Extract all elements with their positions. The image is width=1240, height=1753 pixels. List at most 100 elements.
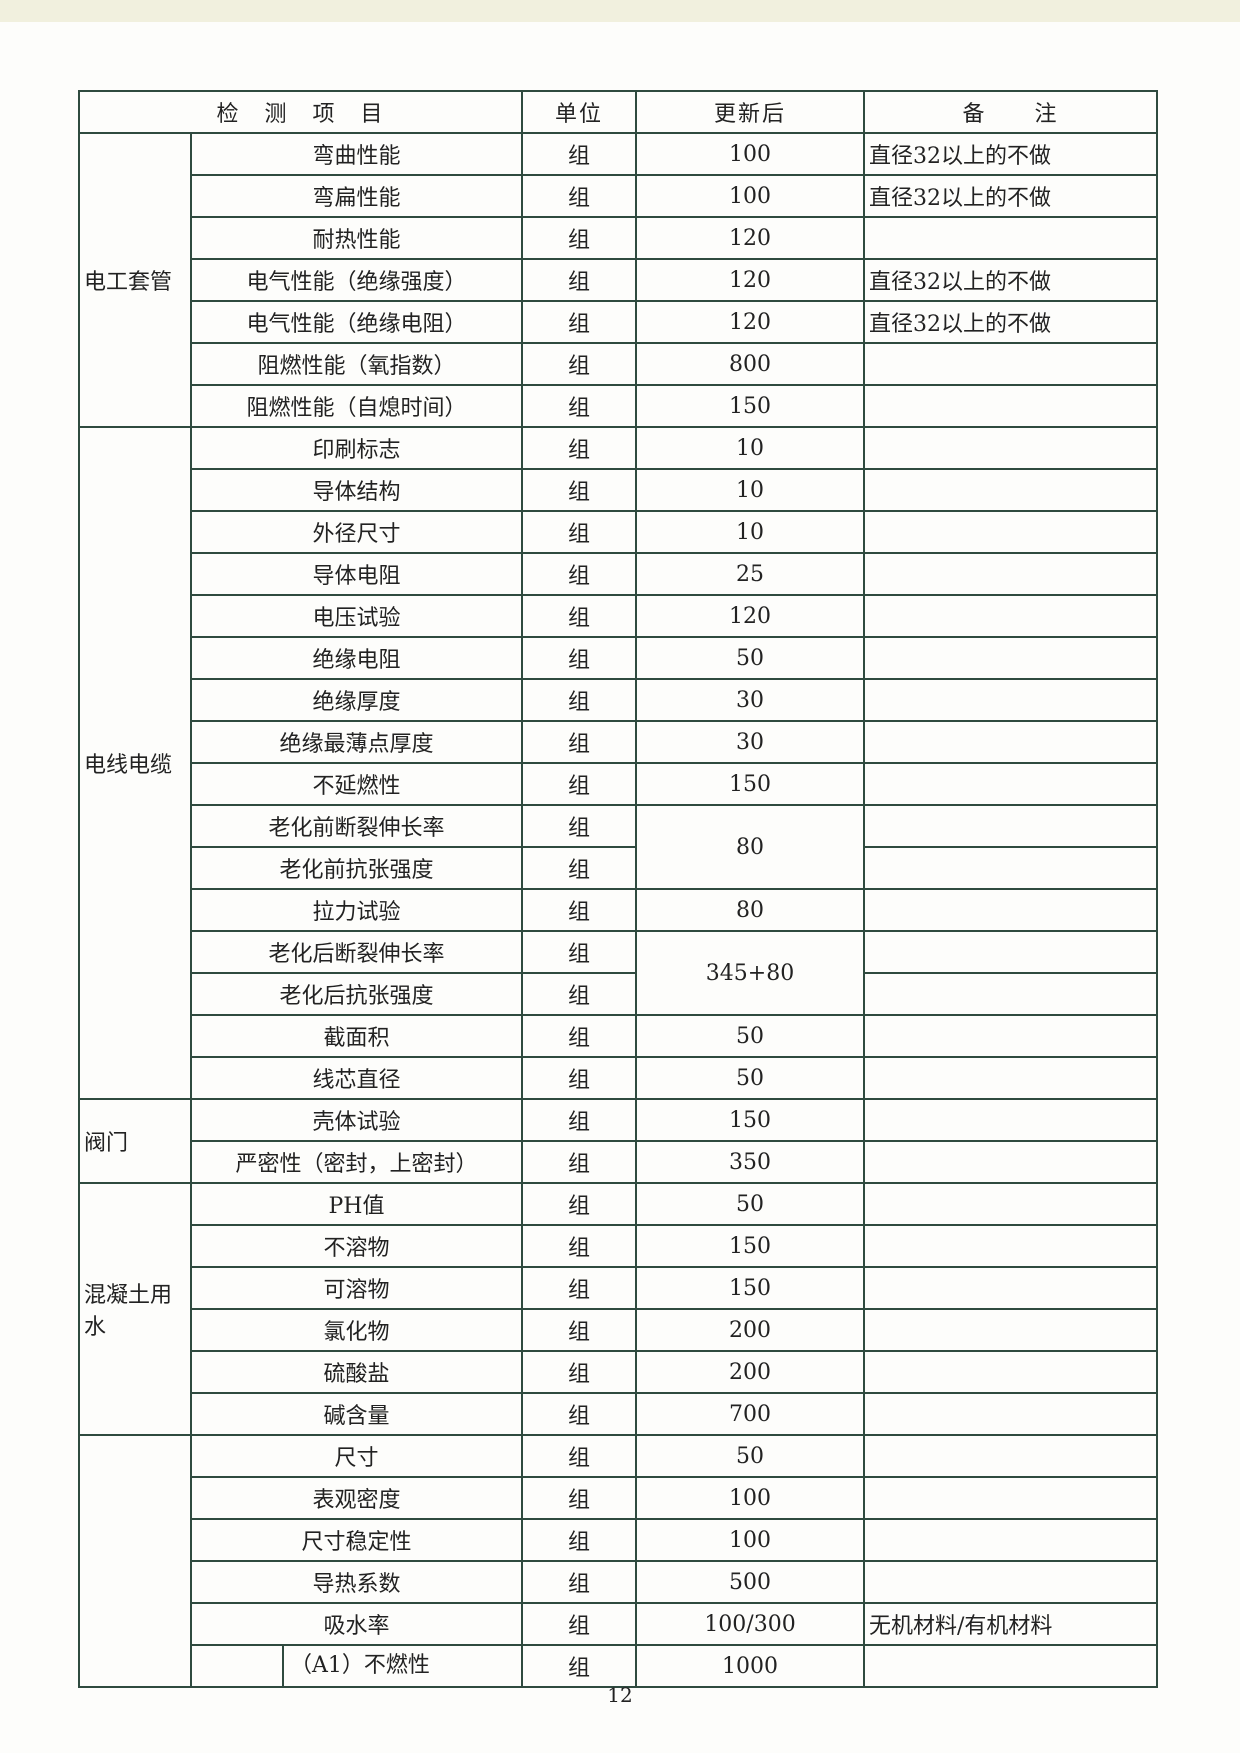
unit-cell: 组: [521, 1140, 638, 1184]
item-cell: 阻燃性能（氧指数）: [189, 342, 524, 386]
table-row: 电线电缆 印刷标志组 10: [78, 426, 1159, 1100]
table-row: 尺寸稳定性组 100: [79, 1518, 1159, 1562]
unit-cell: 组: [521, 216, 638, 260]
unit-cell: 组: [521, 132, 638, 176]
item-cell: 电气性能（绝缘电阻）: [189, 300, 524, 344]
remark-cell: [863, 804, 1159, 848]
remark-cell: [863, 762, 1159, 806]
item-cell: 导体电阻: [189, 552, 524, 596]
value-cell: 50: [635, 636, 866, 680]
table-row: 绝缘厚度组 30: [79, 678, 1159, 722]
item-cell: 氯化物: [189, 1308, 524, 1352]
remark-cell: [863, 510, 1159, 554]
item-cell: 吸水率: [189, 1602, 524, 1646]
table-row: 绝缘电阻组 50: [79, 636, 1159, 680]
category-cell: [78, 1434, 192, 1688]
category-cell: 电线电缆: [78, 426, 192, 1100]
unit-cell: 组: [521, 258, 638, 302]
item-cell: 老化前抗张强度: [189, 846, 524, 890]
value-cell: 100: [635, 1518, 866, 1562]
value-cell: 50: [635, 1056, 866, 1100]
table-row: 老化前断裂伸长率组 80: [79, 804, 1159, 890]
value-cell: 10: [635, 510, 866, 554]
unit-cell: 组: [521, 888, 638, 932]
item-cell: 可溶物: [189, 1266, 524, 1310]
remark-cell: [863, 468, 1159, 512]
unit-cell: 组: [521, 468, 638, 512]
header-item: 检 测 项 目: [77, 90, 524, 134]
item-cell: 绝缘厚度: [189, 678, 524, 722]
category-cell: 阀门: [78, 1098, 192, 1184]
table-row: 老化后抗张强度组: [79, 972, 1159, 1016]
remark-cell: [863, 594, 1159, 638]
item-cell: 电压试验: [189, 594, 524, 638]
header-remark: 备 注: [863, 90, 1159, 134]
value-cell: 200: [635, 1350, 866, 1394]
table-row: 混凝土用水 PH值组 50: [78, 1182, 1159, 1436]
table-row: 老化后断裂伸长率组 345+80: [79, 930, 1159, 1016]
table-row: 不溶物组 150: [79, 1224, 1159, 1268]
scan-edge: [0, 0, 1240, 22]
unit-cell: 组: [521, 1014, 638, 1058]
unit-cell: 组: [521, 1056, 638, 1100]
remark-cell: 直径32以上的不做: [863, 132, 1159, 176]
value-cell: 100: [635, 174, 866, 218]
table-row: 表观密度组 100: [79, 1476, 1159, 1520]
unit-cell: 组: [521, 804, 638, 848]
item-cell: 尺寸稳定性: [189, 1518, 524, 1562]
value-cell: 1000: [635, 1644, 866, 1688]
value-cell: 80: [635, 804, 866, 890]
value-cell: 120: [635, 216, 866, 260]
unit-cell: 组: [521, 930, 638, 974]
unit-cell: 组: [521, 678, 638, 722]
item-cell: 导热系数: [189, 1560, 524, 1604]
category-cell: 电工套管: [78, 132, 192, 428]
table-row: 可溶物组 150: [79, 1266, 1159, 1310]
unit-cell: 组: [521, 1476, 638, 1520]
remark-cell: [863, 1560, 1159, 1604]
table-row: （A1）不燃性 组 1000: [79, 1644, 1159, 1688]
remark-cell: [863, 1140, 1159, 1184]
table-row: 严密性（密封，上密封）组 350: [79, 1140, 1159, 1184]
item-cell: 老化后断裂伸长率: [189, 930, 524, 974]
value-cell: 50: [635, 1182, 866, 1226]
table-row: 阀门 壳体试验组 150: [78, 1098, 1159, 1184]
remark-cell: 无机材料/有机材料: [863, 1602, 1159, 1646]
value-cell: 150: [635, 1224, 866, 1268]
item-cell: 壳体试验: [189, 1098, 524, 1142]
table-row: 老化前抗张强度组: [79, 846, 1159, 890]
remark-cell: 直径32以上的不做: [863, 300, 1159, 344]
remark-cell: [863, 1056, 1159, 1100]
table-row: 导体结构组 10: [79, 468, 1159, 512]
remark-cell: [863, 1518, 1159, 1562]
table-row: 尺寸组 50: [78, 1434, 1159, 1688]
table-row: 电压试验组 120: [79, 594, 1159, 638]
value-cell: 500: [635, 1560, 866, 1604]
unit-cell: 组: [521, 510, 638, 554]
table-row: 线芯直径组 50: [79, 1056, 1159, 1100]
item-cell: 表观密度: [189, 1476, 524, 1520]
remark-cell: [863, 1098, 1159, 1142]
remark-cell: [863, 1350, 1159, 1394]
header-updated: 更新后: [635, 90, 866, 134]
item-cell: 老化后抗张强度: [189, 972, 524, 1016]
unit-cell: 组: [521, 300, 638, 344]
unit-cell: 组: [521, 1098, 638, 1142]
value-cell: 150: [635, 1266, 866, 1310]
item-cell: 严密性（密封，上密封）: [189, 1140, 524, 1184]
unit-cell: 组: [521, 1434, 638, 1478]
item-cell: 线芯直径: [189, 1056, 524, 1100]
value-cell: 10: [635, 468, 866, 512]
item-cell: 不延燃性: [189, 762, 524, 806]
table-row: 截面积组 50: [79, 1014, 1159, 1058]
remark-cell: [863, 1308, 1159, 1352]
table-row: 电气性能（绝缘电阻）组 120 直径32以上的不做: [79, 300, 1159, 344]
remark-cell: [863, 1224, 1159, 1268]
value-cell: 30: [635, 678, 866, 722]
value-cell: 120: [635, 594, 866, 638]
remark-cell: 直径32以上的不做: [863, 258, 1159, 302]
item-cell: 外径尺寸: [189, 510, 524, 554]
value-cell: 120: [635, 258, 866, 302]
category-cell: 混凝土用水: [78, 1182, 192, 1436]
table-row: 不延燃性组 150: [79, 762, 1159, 806]
